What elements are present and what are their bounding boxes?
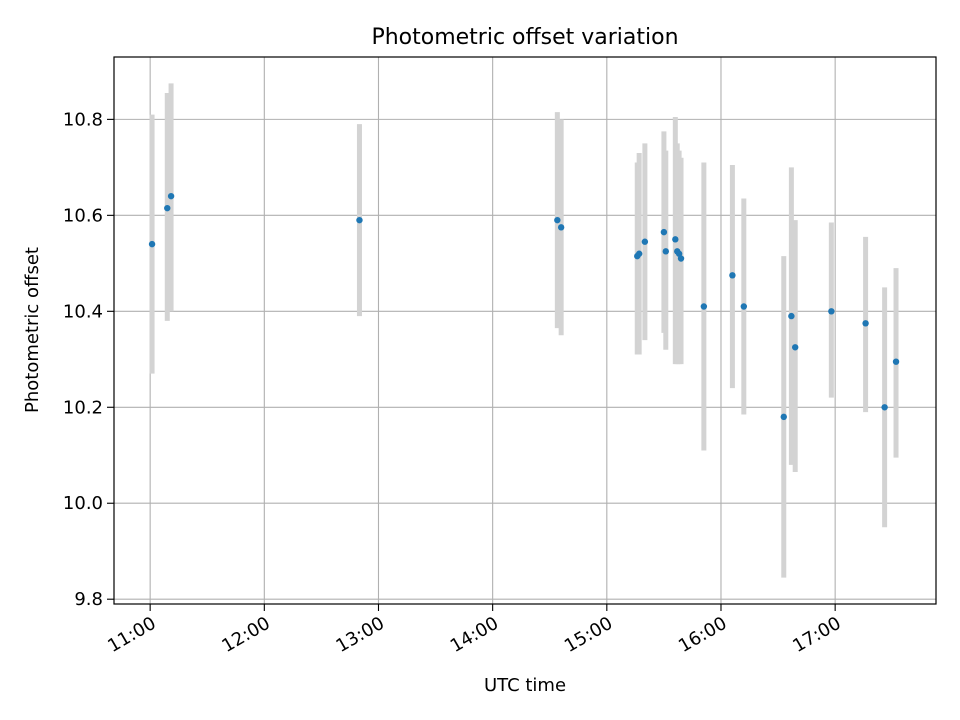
data-point (356, 216, 363, 224)
data-point (641, 238, 649, 245)
x-tick-label: 13:00 (333, 613, 388, 657)
x-tick-label: 11:00 (104, 613, 159, 657)
y-tick-label: 9.8 (74, 589, 103, 610)
data-point (862, 320, 869, 327)
data-point (675, 250, 683, 257)
data-point (660, 228, 668, 236)
data-point (881, 404, 888, 411)
plot-frame (113, 56, 937, 605)
x-axis-ticks: 11:00 12:00 13:00 14:00 15:00 16:00 17:00 (104, 604, 845, 657)
data-point (164, 204, 171, 212)
y-tick-label: 10.8 (63, 109, 103, 130)
data-point (557, 224, 565, 231)
data-point (635, 250, 643, 257)
grid-lines (114, 57, 936, 604)
y-tick-label: 10.4 (63, 301, 103, 322)
data-point (554, 216, 561, 224)
data-point (828, 308, 835, 315)
x-tick-label: 14:00 (447, 613, 502, 657)
x-tick-label: 12:00 (218, 613, 273, 657)
data-point (780, 413, 787, 421)
x-axis-label: UTC time (484, 675, 566, 696)
data-point (791, 344, 799, 351)
x-tick-label: 15:00 (561, 613, 616, 657)
data-point (729, 272, 736, 279)
y-axis-label: Photometric offset (22, 247, 43, 413)
data-point (148, 240, 156, 248)
x-tick-label: 16:00 (675, 613, 730, 657)
y-tick-label: 10.2 (63, 397, 103, 418)
data-point (662, 248, 670, 255)
data-point (167, 192, 175, 200)
chart-title: Photometric offset variation (371, 25, 678, 50)
data-point (788, 312, 795, 320)
data-point (892, 358, 900, 365)
data-markers (148, 192, 900, 421)
data-point (677, 255, 685, 262)
data-point (740, 303, 748, 310)
x-tick-label: 17:00 (789, 613, 844, 657)
y-tick-label: 10.6 (63, 205, 103, 226)
y-axis-ticks: 9.8 10.0 10.2 10.4 10.6 10.8 (63, 109, 114, 610)
data-point (700, 303, 708, 310)
data-point (672, 236, 679, 243)
y-tick-label: 10.0 (63, 493, 103, 514)
